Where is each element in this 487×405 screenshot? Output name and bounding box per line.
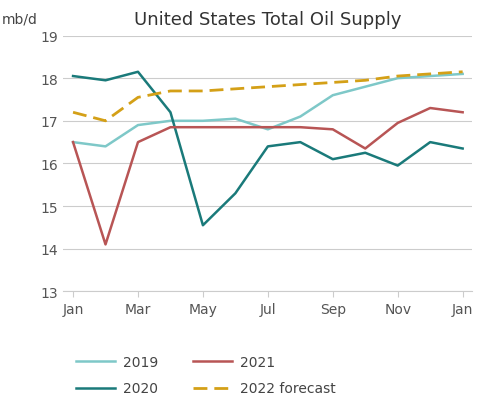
Text: mb/d: mb/d (2, 12, 38, 26)
Title: United States Total Oil Supply: United States Total Oil Supply (134, 11, 402, 29)
Legend: 2019, 2020, 2021, 2022 forecast: 2019, 2020, 2021, 2022 forecast (70, 350, 341, 401)
